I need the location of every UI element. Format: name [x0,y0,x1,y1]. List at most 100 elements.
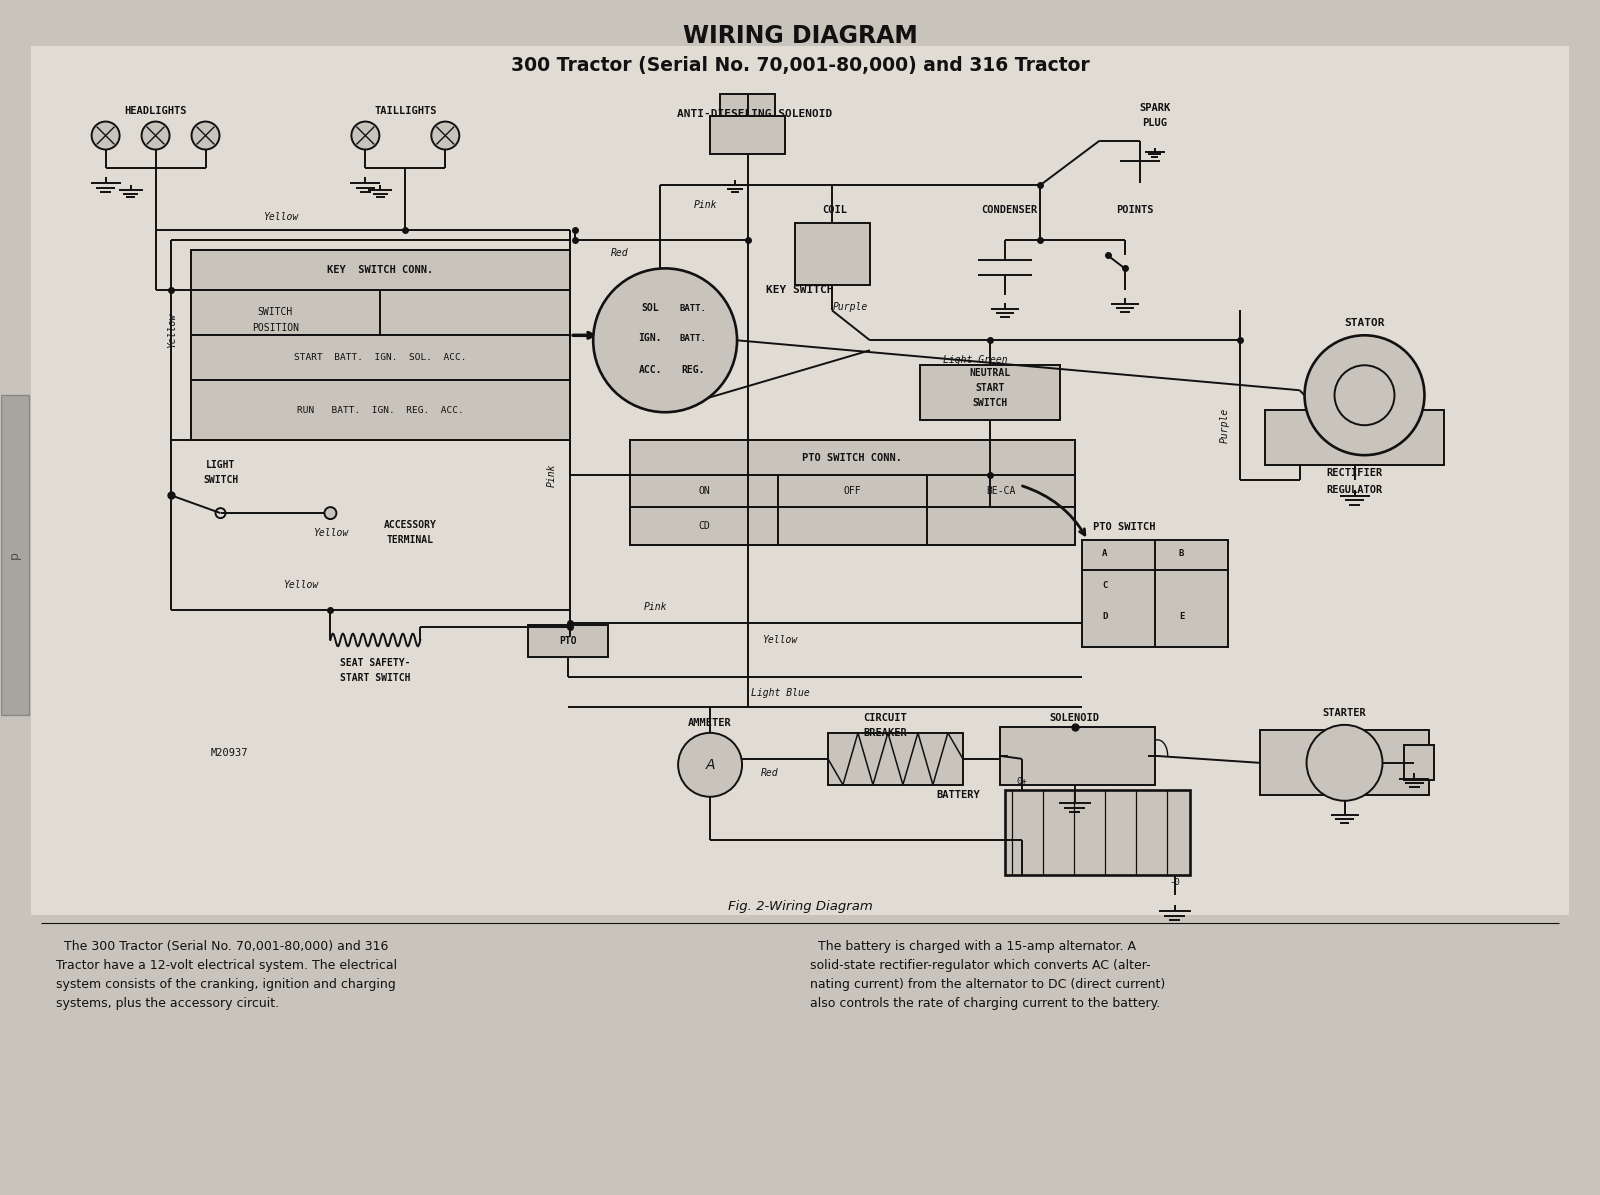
Text: RECTIFIER: RECTIFIER [1326,468,1382,478]
Text: Yellow: Yellow [168,313,178,348]
Text: POINTS: POINTS [1115,206,1154,215]
Bar [926,476,1075,507]
Text: COIL: COIL [822,206,848,215]
Text: Pink: Pink [643,602,667,612]
Bar [1259,730,1429,795]
Text: NEUTRAL: NEUTRAL [970,368,1010,379]
Text: The 300 Tractor (Serial No. 70,001-80,000) and 316
Tractor have a 12-volt electr: The 300 Tractor (Serial No. 70,001-80,00… [56,939,397,1010]
Text: SWITCH: SWITCH [203,476,238,485]
Bar [795,223,870,286]
Bar [30,45,1570,914]
Circle shape [325,507,336,519]
Text: IGN.: IGN. [638,333,662,343]
Text: CONDENSER: CONDENSER [982,206,1038,215]
Bar [920,366,1059,421]
Bar [190,251,570,290]
Text: START SWITCH: START SWITCH [341,673,411,682]
Text: 300 Tractor (Serial No. 70,001-80,000) and 316 Tractor: 300 Tractor (Serial No. 70,001-80,000) a… [510,56,1090,75]
Text: BATT.: BATT. [680,333,707,343]
Bar [1000,727,1155,785]
Text: SOLENOID: SOLENOID [1050,713,1099,723]
Text: -0: -0 [1170,878,1181,887]
Bar [710,116,786,153]
Bar [0,396,29,715]
Text: BREAKER: BREAKER [862,728,907,737]
Text: A: A [1102,549,1107,558]
Bar [778,507,926,545]
Bar [381,290,570,336]
Text: ACC.: ACC. [638,366,662,375]
Bar [1264,410,1445,465]
Bar [1005,790,1190,875]
Bar [190,380,570,440]
Circle shape [1304,336,1424,455]
Bar [926,507,1075,545]
Bar [827,733,963,785]
Circle shape [678,733,742,797]
Text: Yellow: Yellow [312,528,349,538]
Text: Red: Red [611,249,629,258]
Circle shape [1334,366,1395,425]
Bar [1082,540,1227,646]
Text: PTO SWITCH: PTO SWITCH [1093,522,1155,532]
Text: SOL: SOL [642,304,659,313]
Text: p: p [8,551,21,559]
Text: HEADLIGHTS: HEADLIGHTS [125,105,187,116]
Text: SWITCH: SWITCH [973,398,1008,409]
Text: KEY SWITCH: KEY SWITCH [766,286,834,295]
Circle shape [432,122,459,149]
Text: STARTER: STARTER [1323,707,1366,718]
Text: SWITCH: SWITCH [258,307,293,318]
Text: REG.: REG. [682,366,706,375]
Bar [190,290,381,336]
Bar [720,93,774,116]
Text: Light Blue: Light Blue [750,688,810,698]
Text: Yellow: Yellow [283,580,318,590]
Text: C: C [1102,581,1107,589]
Text: ON: ON [698,486,710,496]
Text: PTO SWITCH CONN.: PTO SWITCH CONN. [802,453,902,464]
Text: CIRCUIT: CIRCUIT [862,713,907,723]
Text: KEY  SWITCH CONN.: KEY SWITCH CONN. [328,265,434,275]
Bar [630,507,778,545]
Text: BATT.: BATT. [680,304,707,313]
Text: STATOR: STATOR [1344,318,1384,329]
Text: Yellow: Yellow [262,213,298,222]
Circle shape [192,122,219,149]
Text: ANTI-DIESELING SOLENOID: ANTI-DIESELING SOLENOID [677,109,832,118]
Text: Fig. 2-Wiring Diagram: Fig. 2-Wiring Diagram [728,900,872,913]
Circle shape [141,122,170,149]
Bar [630,476,778,507]
Text: Light Green: Light Green [942,355,1006,366]
Text: START: START [974,384,1005,393]
Text: BATTERY: BATTERY [936,790,979,799]
Text: Yellow: Yellow [762,635,798,645]
Text: POSITION: POSITION [251,324,299,333]
Text: Purple: Purple [832,302,867,312]
Text: AMMETER: AMMETER [688,718,731,728]
Bar [190,336,570,380]
Text: B: B [1179,549,1184,558]
Text: Pink: Pink [693,201,717,210]
Circle shape [1307,725,1382,801]
Text: 0+: 0+ [1016,777,1027,786]
Text: A: A [706,758,715,772]
Text: CD: CD [698,521,710,531]
Bar [630,440,1075,545]
Text: The battery is charged with a 15-amp alternator. A
solid-state rectifier-regulat: The battery is charged with a 15-amp alt… [810,939,1165,1010]
Bar [778,476,926,507]
Text: TAILLIGHTS: TAILLIGHTS [374,105,437,116]
Text: RUN   BATT.  IGN.  REG.  ACC.: RUN BATT. IGN. REG. ACC. [298,406,464,415]
Text: TERMINAL: TERMINAL [387,535,434,545]
Text: Purple: Purple [1219,407,1230,443]
Text: LIGHT: LIGHT [206,460,235,470]
Bar [1405,744,1435,780]
Text: M20937: M20937 [211,748,248,758]
Text: START  BATT.  IGN.  SOL.  ACC.: START BATT. IGN. SOL. ACC. [294,353,467,362]
Text: REGULATOR: REGULATOR [1326,485,1382,495]
Text: PLUG: PLUG [1142,117,1166,128]
Bar [630,440,1075,476]
Text: Red: Red [762,768,779,778]
Bar [528,625,608,657]
Text: OFF: OFF [843,486,861,496]
